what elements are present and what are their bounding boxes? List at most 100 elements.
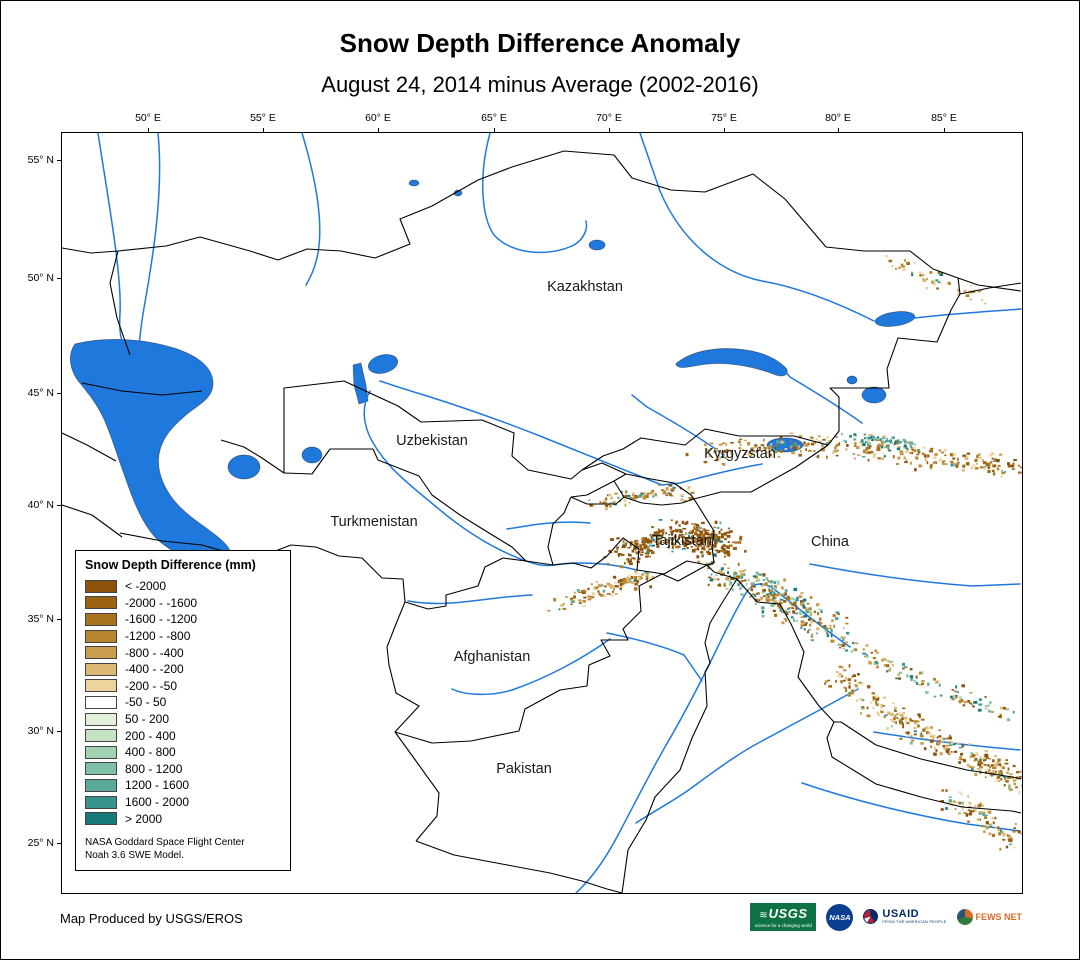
lon-label: 70° E xyxy=(596,112,622,124)
fewsnet-logo: FEWS NET xyxy=(956,909,1022,925)
lon-label: 60° E xyxy=(365,112,391,124)
country-label: Uzbekistan xyxy=(396,433,468,449)
legend-swatch xyxy=(85,812,117,826)
legend-label: 400 - 800 xyxy=(125,745,176,760)
usgs-tagline: science for a changing world xyxy=(754,922,812,928)
axis-tick xyxy=(263,128,264,133)
garabogaz-lagoon xyxy=(227,454,261,480)
usgs-label: USGS xyxy=(768,905,808,921)
legend-label: > 2000 xyxy=(125,811,163,826)
water-bodies xyxy=(70,179,916,567)
legend-item: 800 - 1200 xyxy=(85,761,281,778)
legend-label: -1200 - -800 xyxy=(125,629,191,644)
lake-sasykkol xyxy=(846,375,858,385)
legend-item: -1600 - -1200 xyxy=(85,611,281,628)
axis-tick xyxy=(378,128,379,133)
legend-label: -400 - -200 xyxy=(125,662,184,677)
legend-swatch xyxy=(85,729,117,743)
usaid-label: USAID xyxy=(882,907,920,920)
legend-item: -200 - -50 xyxy=(85,678,281,695)
legend-swatch xyxy=(85,662,117,676)
lake-tengiz xyxy=(588,239,606,251)
legend-item: < -2000 xyxy=(85,578,281,595)
legend-swatch xyxy=(85,795,117,809)
legend-swatch xyxy=(85,778,117,792)
small-lake xyxy=(408,179,420,187)
lat-label: 50° N xyxy=(27,272,54,284)
legend-label: -2000 - -1600 xyxy=(125,595,198,610)
legend-footer-line: NASA Goddard Space Flight Center xyxy=(85,836,245,848)
fewsnet-globe-icon xyxy=(956,909,973,925)
country-labels: Kazakhstan Uzbekistan Kyrgyzstan Turkmenist… xyxy=(330,279,850,777)
legend-label: 1200 - 1600 xyxy=(125,778,190,793)
legend-label: 200 - 400 xyxy=(125,728,176,743)
usaid-tagline: FROM THE AMERICAN PEOPLE xyxy=(882,920,947,925)
legend-item: > 2000 xyxy=(85,810,281,827)
legend-label: 1600 - 2000 xyxy=(125,795,190,810)
country-label: Pakistan xyxy=(496,761,552,777)
legend-label: -50 - 50 xyxy=(125,695,167,710)
legend-swatch xyxy=(85,629,117,643)
nasa-logo: NASA xyxy=(826,903,854,931)
lake-balkhash xyxy=(675,348,788,377)
axis-tick xyxy=(57,393,62,394)
legend-footer: NASA Goddard Space Flight Center Noah 3.… xyxy=(85,836,281,862)
axis-tick xyxy=(57,278,62,279)
legend-swatch xyxy=(85,596,117,610)
axis-tick xyxy=(57,160,62,161)
country-label: China xyxy=(811,534,850,550)
aral-sea-west xyxy=(352,362,369,405)
usaid-flag-icon xyxy=(863,909,879,925)
country-label: Kyrgyzstan xyxy=(704,446,776,462)
legend-item: 1200 - 1600 xyxy=(85,777,281,794)
legend-label: -800 - -400 xyxy=(125,645,184,660)
snow-anomaly-speckles xyxy=(547,255,1022,851)
lake-zaysan xyxy=(874,311,916,327)
country-label: Tajikistan xyxy=(652,533,712,549)
aral-sea-north xyxy=(367,354,399,374)
lat-label: 40° N xyxy=(27,499,54,511)
axis-tick xyxy=(57,619,62,620)
country-label: Kazakhstan xyxy=(547,279,623,295)
lat-label: 45° N xyxy=(27,387,54,399)
lat-label: 30° N xyxy=(27,725,54,737)
legend-title: Snow Depth Difference (mm) xyxy=(85,558,256,572)
legend-footer-line: Noah 3.6 SWE Model. xyxy=(85,849,184,861)
legend-item: -50 - 50 xyxy=(85,694,281,711)
lat-label: 35° N xyxy=(27,613,54,625)
legend-items: < -2000 -2000 - -1600 -1600 - -1200 -1200 -… xyxy=(85,578,281,827)
country-label: Afghanistan xyxy=(454,649,531,665)
axis-tick xyxy=(57,843,62,844)
lake-alakol xyxy=(861,386,887,404)
legend-swatch xyxy=(85,612,117,626)
country-label: Turkmenistan xyxy=(330,514,417,530)
legend-swatch xyxy=(85,712,117,726)
axis-tick xyxy=(494,128,495,133)
map-canvas: Kazakhstan Uzbekistan Kyrgyzstan Turkmenist… xyxy=(62,133,1022,893)
usgs-wave-icon: ≋ xyxy=(759,909,768,921)
nasa-label: NASA xyxy=(829,912,851,922)
page-subtitle: August 24, 2014 minus Average (2002-2016… xyxy=(321,72,759,97)
lon-label: 55° E xyxy=(250,112,276,124)
lon-label: 85° E xyxy=(931,112,957,124)
usaid-logo: USAID FROM THE AMERICAN PEOPLE xyxy=(863,907,947,925)
legend-item: 1600 - 2000 xyxy=(85,794,281,811)
legend-item: 400 - 800 xyxy=(85,744,281,761)
legend-label: < -2000 xyxy=(125,579,167,594)
axis-tick xyxy=(609,128,610,133)
axis-tick xyxy=(57,505,62,506)
legend-item: -1200 - -800 xyxy=(85,628,281,645)
lon-label: 50° E xyxy=(135,112,161,124)
legend-item: -400 - -200 xyxy=(85,661,281,678)
map-frame: Kazakhstan Uzbekistan Kyrgyzstan Turkmenist… xyxy=(62,133,1022,893)
legend-swatch xyxy=(85,579,117,593)
legend-label: -1600 - -1200 xyxy=(125,612,198,627)
legend-item: -2000 - -1600 xyxy=(85,595,281,612)
legend-item: 50 - 200 xyxy=(85,711,281,728)
axis-tick xyxy=(724,128,725,133)
legend-item: 200 - 400 xyxy=(85,727,281,744)
legend-swatch xyxy=(85,695,117,709)
axis-tick xyxy=(838,128,839,133)
country-borders xyxy=(62,150,1022,893)
page-title: Snow Depth Difference Anomaly xyxy=(339,28,741,58)
